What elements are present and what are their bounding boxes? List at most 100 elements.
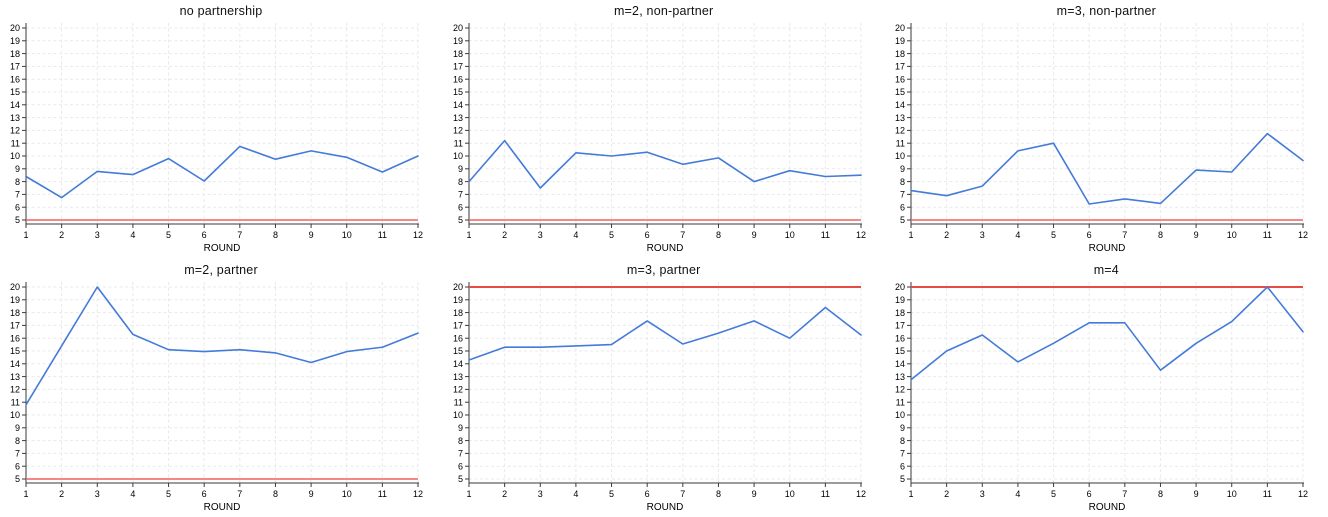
x-tick-label: 1 [466, 230, 471, 240]
x-tick-label: 8 [716, 230, 721, 240]
y-tick-label: 15 [895, 346, 905, 356]
y-tick-label: 20 [453, 282, 463, 292]
y-tick-label: 9 [458, 164, 463, 174]
chart-title: no partnership [179, 4, 263, 18]
x-tick-label: 11 [378, 230, 387, 240]
x-tick-label: 12 [856, 489, 866, 499]
x-tick-label: 11 [820, 489, 829, 499]
x-tick-labels: 1 2 3 4 5 6 7 8 9 10 11 12 [909, 224, 1308, 240]
series-line [467, 306, 862, 361]
y-tick-label: 15 [895, 87, 905, 97]
series-line [25, 285, 419, 406]
y-tick-label: 19 [453, 295, 463, 305]
y-tick-label: 19 [10, 36, 20, 46]
x-tick-label: 6 [644, 230, 649, 240]
y-tick-label: 13 [895, 113, 905, 123]
x-tick-label: 3 [95, 230, 100, 240]
y-tick-label: 9 [15, 164, 20, 174]
y-tick-label: 12 [453, 384, 463, 394]
y-tick-label: 8 [458, 435, 463, 445]
y-tick-label: 14 [10, 100, 20, 110]
x-tick-label: 4 [130, 489, 135, 499]
x-tick-label: 10 [784, 489, 794, 499]
y-tick-label: 16 [895, 333, 905, 343]
x-tick-label: 5 [609, 489, 614, 499]
x-tick-label: 5 [609, 230, 614, 240]
y-tick-label: 8 [900, 435, 905, 445]
x-tick-label: 3 [95, 489, 100, 499]
y-tick-label: 7 [15, 448, 20, 458]
y-tick-label: 16 [10, 333, 20, 343]
x-tick-label: 7 [680, 230, 685, 240]
y-tick-label: 18 [453, 307, 463, 317]
x-tick-label: 1 [23, 230, 28, 240]
y-tick-labels: 5 6 7 8 9 10 11 12 13 14 15 16 17 18 19 20 [895, 282, 912, 484]
y-tick-labels: 5 6 7 8 9 10 11 12 13 14 15 16 17 18 19 20 [453, 23, 469, 225]
gridlines [910, 23, 1304, 224]
y-tick-label: 20 [10, 282, 20, 292]
y-tick-label: 10 [453, 410, 463, 420]
x-tick-label: 4 [1016, 230, 1021, 240]
y-tick-label: 5 [15, 215, 20, 225]
x-tick-label: 3 [537, 489, 542, 499]
x-tick-label: 6 [202, 230, 207, 240]
y-tick-label: 12 [895, 384, 905, 394]
y-tick-label: 10 [895, 410, 905, 420]
x-tick-label: 5 [1051, 489, 1056, 499]
y-tick-label: 18 [895, 49, 905, 59]
y-tick-label: 12 [10, 384, 20, 394]
y-tick-label: 8 [458, 177, 463, 187]
y-tick-label: 10 [10, 151, 20, 161]
y-tick-label: 12 [895, 126, 905, 136]
x-tick-label: 4 [573, 489, 578, 499]
x-tick-label: 6 [644, 489, 649, 499]
x-tick-label: 12 [413, 230, 423, 240]
y-tick-label: 7 [458, 448, 463, 458]
y-tick-label: 11 [896, 138, 905, 148]
x-tick-labels: 1 2 3 4 5 6 7 8 9 10 11 12 [909, 482, 1308, 499]
y-tick-label: 8 [15, 177, 20, 187]
chart-panel-m2-non-partner: m=2, non-partner 5 6 7 8 9 10 11 12 13 14 15 16 17 18… [443, 0, 885, 258]
y-tick-label: 20 [895, 282, 905, 292]
y-tick-labels: 5 6 7 8 9 10 11 12 13 14 15 16 17 18 19 20 [10, 282, 26, 484]
x-tick-label: 12 [856, 230, 866, 240]
x-tick-label: 11 [378, 489, 387, 499]
x-tick-label: 5 [166, 489, 171, 499]
x-tick-label: 10 [1227, 489, 1237, 499]
y-tick-label: 11 [11, 138, 20, 148]
y-tick-label: 5 [15, 474, 20, 484]
y-tick-label: 17 [453, 62, 463, 72]
y-tick-label: 13 [10, 371, 20, 381]
x-tick-label: 2 [59, 230, 64, 240]
y-tick-label: 13 [895, 371, 905, 381]
y-tick-label: 10 [895, 151, 905, 161]
y-tick-label: 14 [453, 359, 463, 369]
gridlines [468, 23, 862, 224]
x-tick-labels: 1 2 3 4 5 6 7 8 9 10 11 12 [466, 224, 866, 240]
gridlines [25, 23, 419, 224]
x-axis-title: ROUND [1089, 502, 1126, 513]
x-tick-label: 3 [980, 489, 985, 499]
gridlines [468, 281, 862, 483]
x-tick-label: 5 [166, 230, 171, 240]
x-axis-title: ROUND [204, 502, 241, 513]
x-tick-label: 8 [1158, 230, 1163, 240]
y-tick-label: 5 [458, 474, 463, 484]
chart-title: m=4 [1093, 262, 1119, 277]
y-tick-label: 11 [453, 138, 462, 148]
y-tick-label: 19 [453, 36, 463, 46]
y-tick-label: 9 [15, 423, 20, 433]
x-tick-label: 1 [909, 230, 914, 240]
x-tick-label: 10 [784, 230, 794, 240]
x-tick-labels: 1 2 3 4 5 6 7 8 9 10 11 12 [466, 482, 866, 499]
y-tick-label: 18 [453, 49, 463, 59]
x-tick-label: 11 [1263, 230, 1272, 240]
x-axis-title: ROUND [204, 243, 241, 254]
x-tick-label: 11 [1263, 489, 1272, 499]
y-tick-label: 10 [453, 151, 463, 161]
